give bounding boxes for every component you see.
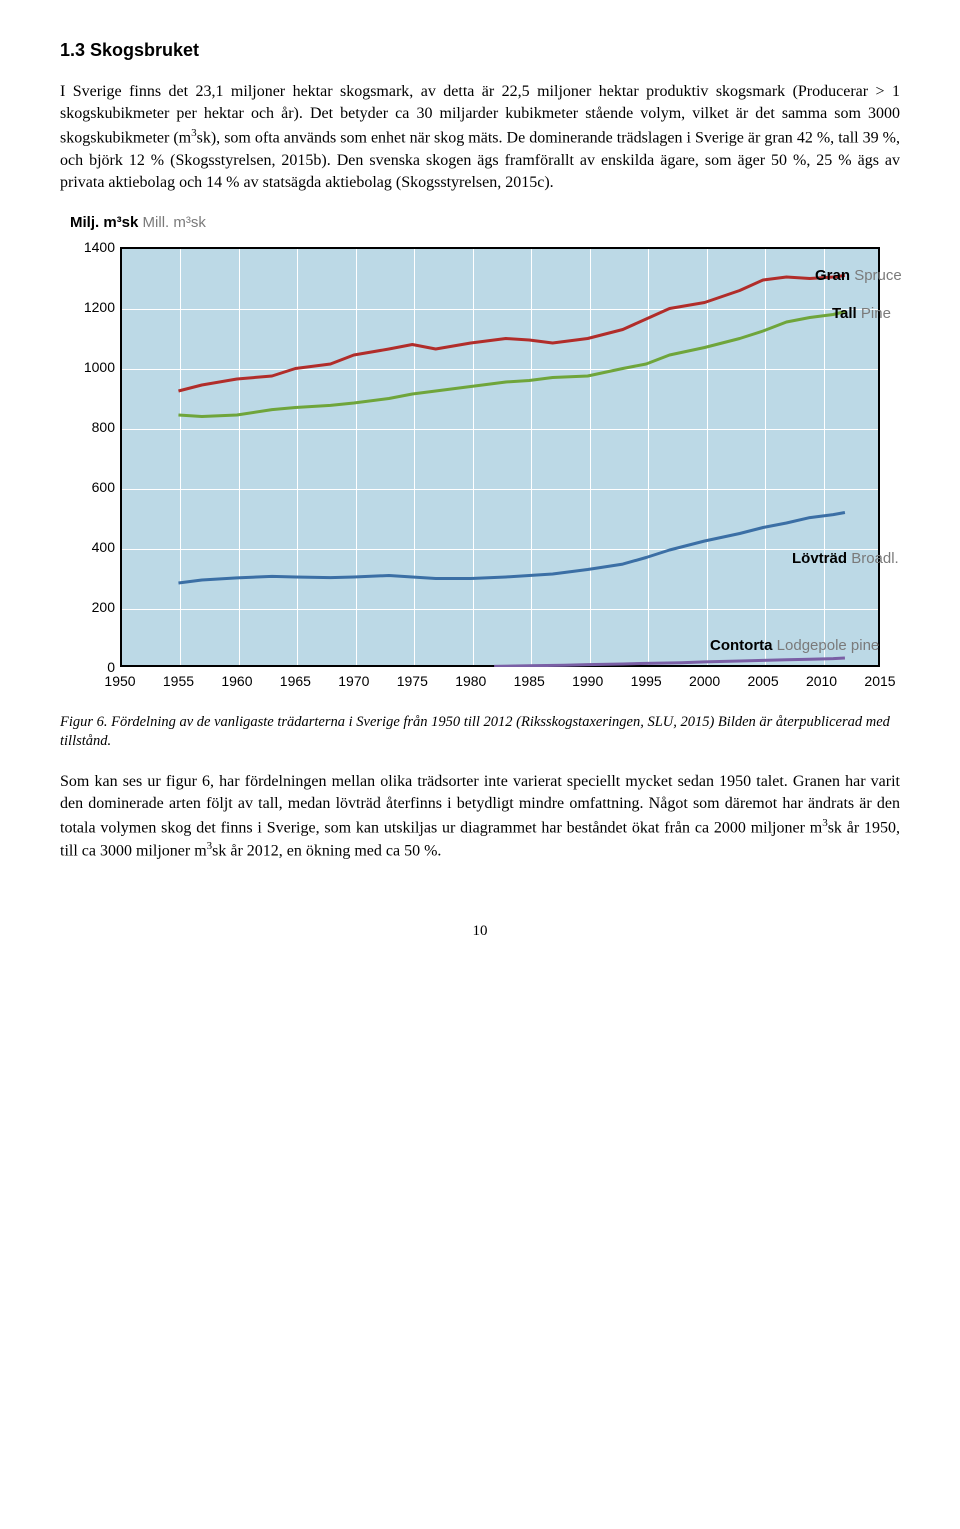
x-tick-label: 1975 [397, 673, 428, 689]
y-axis-title: Milj. m³sk Mill. m³sk [60, 214, 900, 231]
series-line-lövträd [178, 513, 844, 584]
y-tick-label: 600 [65, 479, 115, 495]
x-tick-label: 2015 [864, 673, 895, 689]
y-tick-label: 800 [65, 419, 115, 435]
series-label-tall: Tall Pine [832, 305, 891, 322]
x-tick-label: 1985 [514, 673, 545, 689]
x-tick-label: 1965 [280, 673, 311, 689]
y-title-bold: Milj. m³sk [70, 214, 138, 231]
series-line-tall [178, 312, 844, 417]
series-label-contorta: Contorta Lodgepole pine [710, 637, 879, 654]
series-label-gran: Gran Spruce [815, 267, 902, 284]
y-title-grey: Mill. m³sk [143, 214, 206, 231]
x-tick-label: 1995 [631, 673, 662, 689]
chart-container: Milj. m³sk Mill. m³sk 020040060080010001… [60, 214, 900, 707]
x-tick-label: 2000 [689, 673, 720, 689]
page-number: 10 [60, 923, 900, 940]
chart-area: 0200400600800100012001400195019551960196… [60, 237, 900, 707]
y-tick-label: 1200 [65, 299, 115, 315]
x-tick-label: 1955 [163, 673, 194, 689]
x-tick-label: 1990 [572, 673, 603, 689]
x-tick-label: 1980 [455, 673, 486, 689]
y-tick-label: 400 [65, 539, 115, 555]
paragraph-2: Som kan ses ur figur 6, har fördelningen… [60, 771, 900, 863]
x-tick-label: 2005 [747, 673, 778, 689]
x-tick-label: 2010 [806, 673, 837, 689]
series-line-contorta [494, 658, 845, 666]
figure-caption: Figur 6. Fördelning av de vanligaste trä… [60, 713, 900, 751]
x-tick-label: 1970 [338, 673, 369, 689]
series-line-gran [178, 276, 844, 392]
y-tick-label: 200 [65, 599, 115, 615]
section-heading: 1.3 Skogsbruket [60, 40, 900, 61]
chart-lines [120, 247, 880, 667]
y-tick-label: 1400 [65, 239, 115, 255]
series-label-lövträd: Lövträd Broadl. [792, 550, 899, 567]
y-tick-label: 1000 [65, 359, 115, 375]
x-tick-label: 1950 [104, 673, 135, 689]
paragraph-1: I Sverige finns det 23,1 miljoner hektar… [60, 81, 900, 194]
x-tick-label: 1960 [221, 673, 252, 689]
